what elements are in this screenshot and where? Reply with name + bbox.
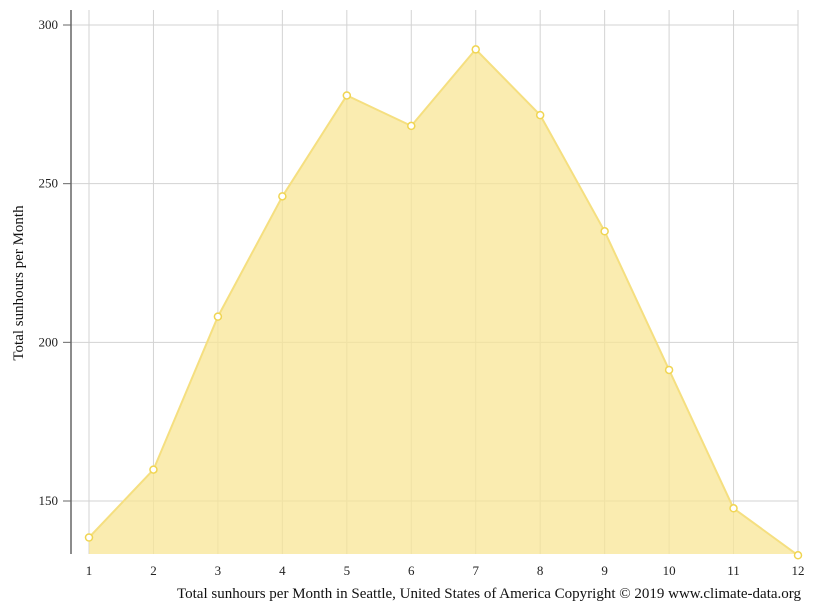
x-tick-label-5: 5: [344, 563, 351, 578]
x-tick-label-7: 7: [472, 563, 479, 578]
x-tick-labels: 1 2 3 4 5 6 7 8 9 10 11 12: [86, 563, 805, 578]
x-tick-label-10: 10: [663, 563, 676, 578]
data-point-month-8: [535, 110, 545, 120]
data-point-month-12: [793, 551, 803, 560]
y-tick-label-250: 250: [39, 176, 59, 191]
data-point-month-2: [149, 465, 158, 474]
y-tick-label-150: 150: [39, 493, 59, 508]
x-tick-label-9: 9: [601, 563, 608, 578]
chart-caption: Total sunhours per Month in Seattle, Uni…: [177, 586, 801, 602]
data-point-markers: [84, 45, 803, 560]
x-tick-label-2: 2: [150, 563, 157, 578]
data-point-month-6: [407, 121, 416, 131]
data-point-month-5: [342, 91, 352, 100]
data-point-month-1: [84, 533, 94, 542]
data-point-month-4: [278, 192, 287, 201]
data-point-month-11: [729, 504, 738, 513]
x-tick-label-4: 4: [279, 563, 286, 578]
y-tick-labels: 150 200 250 300: [39, 17, 71, 508]
y-tick-label-300: 300: [39, 17, 59, 32]
y-tick-label-200: 200: [39, 334, 59, 349]
y-axis-title: Total sunhours per Month: [11, 205, 27, 361]
x-tick-label-8: 8: [537, 563, 544, 578]
x-tick-label-6: 6: [408, 563, 415, 578]
sunhours-line: [88, 47, 799, 557]
sunhours-area: [89, 49, 798, 556]
x-tick-label-12: 12: [792, 563, 805, 578]
x-tick-label-11: 11: [727, 563, 740, 578]
data-point-month-9: [600, 227, 609, 236]
x-tick-label-3: 3: [215, 563, 222, 578]
x-tick-label-1: 1: [86, 563, 93, 578]
data-point-month-7: [471, 45, 480, 54]
data-point-month-10: [664, 365, 674, 375]
data-point-month-3: [213, 312, 223, 321]
